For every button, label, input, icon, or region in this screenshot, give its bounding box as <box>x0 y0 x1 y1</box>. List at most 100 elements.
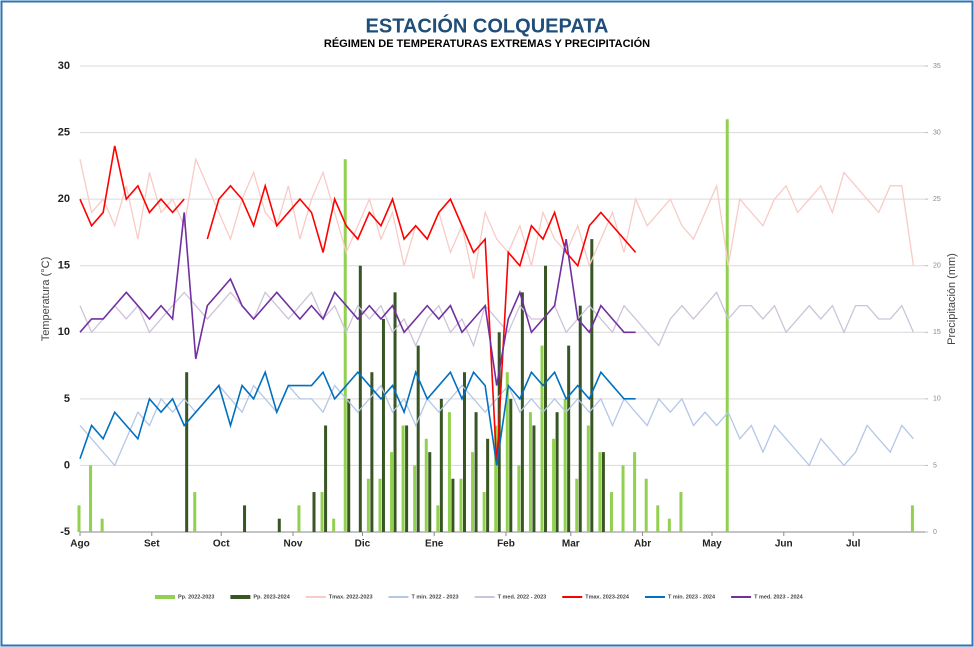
y-tick-label: 5 <box>64 393 70 405</box>
precip-bar <box>428 452 432 532</box>
y2-tick-label: 20 <box>933 263 941 270</box>
precip-bar <box>474 412 478 532</box>
precip-bar <box>424 438 428 532</box>
precip-bar <box>439 398 443 532</box>
precip-bar <box>324 425 328 532</box>
precip-bar <box>555 412 559 532</box>
x-tick-label: Ago <box>70 539 89 550</box>
x-tick-label: May <box>702 539 722 550</box>
legend-label: Pp. 2022-2023 <box>178 594 214 600</box>
precip-bar <box>370 372 374 532</box>
precip-bar <box>405 425 409 532</box>
y2-tick-label: 15 <box>933 329 941 336</box>
precip-bar <box>378 478 382 532</box>
legend-label: Pp. 2023-2024 <box>253 594 290 600</box>
x-tick-label: Dic <box>355 539 371 550</box>
precip-bar <box>297 505 301 532</box>
legend-label: T min. 2023 - 2024 <box>668 594 716 600</box>
y2-tick-label: 10 <box>933 396 941 403</box>
precip-bar <box>185 372 189 532</box>
precip-bar <box>100 518 104 532</box>
x-tick-label: Nov <box>284 539 303 550</box>
y-axis-label: Temperatura (°C) <box>40 257 52 341</box>
precip-bar <box>528 412 532 532</box>
temperature-line <box>79 212 636 386</box>
precip-bar <box>540 345 544 532</box>
precip-bar <box>193 492 197 532</box>
precip-bar <box>89 465 93 532</box>
precip-bar <box>436 505 440 532</box>
precip-bar <box>590 239 594 533</box>
x-tick-label: Jul <box>846 539 861 550</box>
precip-bar <box>517 465 521 532</box>
y2-tick-label: 25 <box>933 196 941 203</box>
precip-bar <box>390 452 394 532</box>
precip-bar <box>459 478 463 532</box>
y-tick-label: 0 <box>64 459 70 471</box>
precip-bar <box>447 412 451 532</box>
legend-label: T min. 2022 - 2023 <box>412 594 459 600</box>
precip-bar <box>332 518 336 532</box>
legend-label: Tmax. 2023-2024 <box>585 594 630 600</box>
legend-label: T med. 2022 - 2023 <box>498 594 547 600</box>
chart-subtitle: RÉGIMEN DE TEMPERATURAS EXTREMAS Y PRECI… <box>324 37 650 50</box>
precip-bar <box>277 518 281 532</box>
y2-tick-label: 30 <box>933 129 941 136</box>
legend-label: T med. 2023 - 2024 <box>754 594 804 600</box>
precip-bar <box>586 425 590 532</box>
x-tick-label: Jun <box>775 539 793 550</box>
precip-bar <box>312 492 316 532</box>
y-tick-label: 25 <box>58 126 70 138</box>
precip-bar <box>482 492 486 532</box>
precip-bar <box>609 492 613 532</box>
precip-bar <box>451 478 455 532</box>
temperature-line <box>79 156 915 280</box>
precip-bar <box>401 425 405 532</box>
precip-bar <box>575 478 579 532</box>
legend-label: Tmax. 2022-2023 <box>329 594 373 600</box>
temperature-line <box>79 145 185 228</box>
precip-bar <box>494 425 498 532</box>
precip-bar <box>679 492 683 532</box>
precip-bar <box>578 305 582 532</box>
precip-bar <box>656 505 660 532</box>
precip-bar <box>567 345 571 532</box>
precip-bar <box>366 478 370 532</box>
temperature-line <box>79 291 915 348</box>
precip-bar <box>667 518 671 532</box>
precip-bar <box>393 292 397 532</box>
precip-bar <box>532 425 536 532</box>
y2-tick-label: 35 <box>933 63 941 70</box>
x-tick-label: Feb <box>497 539 515 550</box>
x-tick-label: Abr <box>634 539 651 550</box>
precip-bar <box>416 345 420 532</box>
precip-bar <box>910 505 914 532</box>
precip-bar <box>563 398 567 532</box>
precip-bar <box>320 492 324 532</box>
precip-bar <box>413 465 417 532</box>
y-tick-label: 20 <box>58 193 70 205</box>
precip-bar <box>243 505 247 532</box>
y-tick-label: 15 <box>58 260 70 272</box>
y2-tick-label: 5 <box>933 462 937 469</box>
x-tick-label: Mar <box>562 539 580 550</box>
precip-bar <box>520 292 524 532</box>
y-tick-label: -5 <box>60 526 70 538</box>
precip-bar <box>347 398 351 532</box>
precip-bar <box>644 478 648 532</box>
precip-bar <box>381 318 385 532</box>
precip-bar <box>621 465 625 532</box>
y-tick-label: 30 <box>58 60 70 72</box>
precip-bar <box>77 505 81 532</box>
x-tick-label: Set <box>144 539 160 550</box>
precip-bar <box>343 159 347 532</box>
temperature-line <box>79 369 636 466</box>
precip-bar <box>358 265 362 532</box>
y2-tick-label: 0 <box>933 529 937 536</box>
precip-bar <box>633 452 637 532</box>
precip-bar <box>509 398 513 532</box>
y-tick-label: 10 <box>58 326 70 338</box>
precip-bar <box>486 438 490 532</box>
precip-bar <box>601 452 605 532</box>
precip-bar <box>462 372 466 532</box>
